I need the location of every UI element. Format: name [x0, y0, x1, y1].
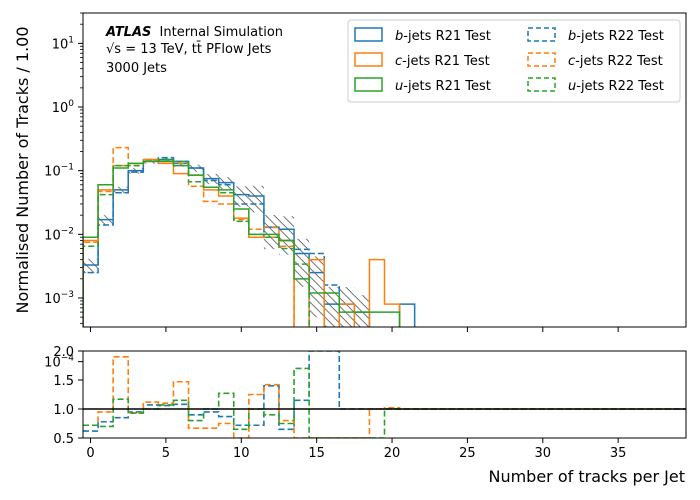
ratio-y-tick-label: 1.5: [53, 374, 74, 389]
atlas-annotation: ATLAS Internal Simulation √s = 13 TeV, t…: [105, 25, 283, 76]
x-tick-label: 35: [610, 446, 627, 461]
uncertainty-band-bin: [339, 287, 355, 327]
main-x-axis: [90, 327, 619, 332]
legend-swatch: [354, 77, 383, 92]
uncertainty-band-bin: [354, 295, 370, 327]
ratio-x-axis: 0 5 10 15 20 25 30 35: [86, 438, 626, 461]
legend-entry-label: u-jets R22 Test: [568, 79, 664, 94]
y-tick-label: 10−2: [44, 226, 74, 243]
x-tick-label: 30: [535, 446, 552, 461]
legend-entry-label: b-jets R22 Test: [568, 29, 664, 44]
uncertainty-band-bin: [309, 256, 325, 318]
ratio-y-tick-label: 2.0: [53, 345, 74, 360]
atlas-label: ATLAS: [105, 25, 151, 40]
uncertainty-band-bin: [324, 287, 340, 327]
ratio-frame: [82, 350, 687, 439]
x-tick-label: 0: [86, 446, 94, 461]
legend-entry-label: u-jets R21 Test: [395, 79, 491, 94]
atlas-suffix: Internal Simulation: [160, 25, 283, 40]
uncertainty-band-bin: [248, 185, 264, 213]
main-panel: 10−4 10−3 10−2 10−1 100 101 Normalised Number…: [13, 12, 687, 371]
x-tick-label: 10: [233, 446, 250, 461]
y-tick-label: 100: [52, 99, 75, 116]
ratio-panel: 0.5 1.0 1.5 2.0 0 5 10 15 20 25 30 35 Number of tr…: [53, 345, 687, 486]
jet-count-label: 3000 Jets: [106, 61, 167, 76]
x-tick-label: 20: [384, 446, 401, 461]
x-axis-label: Number of tracks per Jet: [488, 467, 685, 486]
uncertainty-band-bin: [233, 186, 249, 207]
ratio-y-tick-label: 1.0: [53, 403, 74, 418]
legend: b-jets R21 Test b-jets R22 Test c-jets R21…: [347, 19, 681, 103]
main-frame: [82, 12, 687, 328]
legend-frame: [347, 19, 681, 103]
ratio-y-tick-label: 0.5: [53, 432, 74, 447]
x-tick-label: 5: [162, 446, 170, 461]
ratio-c-jets-ratio: [83, 356, 686, 438]
y-tick-label: 10−4: [44, 354, 74, 371]
legend-swatch: [354, 27, 383, 42]
uncertainty-band-bin: [294, 238, 310, 287]
y-tick-label: 101: [52, 35, 74, 52]
main-y-axis: 10−4 10−3 10−2 10−1 100 101: [44, 12, 83, 371]
legend-entry-label: c-jets R21 Test: [395, 54, 490, 69]
legend-swatch: [354, 52, 383, 67]
series-u-jets-r21-test: [83, 160, 401, 327]
energy-label: √s = 13 TeV, tt̄ PFlow Jets: [106, 42, 272, 57]
uncertainty-band: [83, 157, 370, 327]
legend-swatch: [527, 27, 556, 42]
y-axis-label: Normalised Number of Tracks / 1.00: [13, 26, 32, 313]
y-tick-label: 10−3: [44, 290, 74, 307]
x-tick-label: 25: [459, 446, 476, 461]
uncertainty-band-bin: [278, 216, 295, 255]
legend-entry-label: c-jets R22 Test: [568, 54, 663, 69]
series-c-jets-r22-test: [83, 146, 295, 327]
y-tick-label: 10−1: [44, 163, 74, 180]
ratio-y-axis: 0.5 1.0 1.5 2.0: [53, 345, 83, 447]
x-tick-label: 15: [308, 446, 325, 461]
uncertainty-band-bin: [263, 214, 279, 250]
uncertainty-band-bin: [83, 258, 99, 273]
ratio-series-layer: [83, 351, 686, 438]
svg-text:ATLAS Internal Simul: ATLAS Internal Simulation: [105, 25, 283, 40]
legend-entry-label: b-jets R21 Test: [395, 29, 491, 44]
series-layer: [83, 146, 416, 327]
legend-swatch: [527, 77, 556, 92]
series-b-jets-r22-test: [83, 156, 341, 327]
legend-swatch: [527, 52, 556, 67]
